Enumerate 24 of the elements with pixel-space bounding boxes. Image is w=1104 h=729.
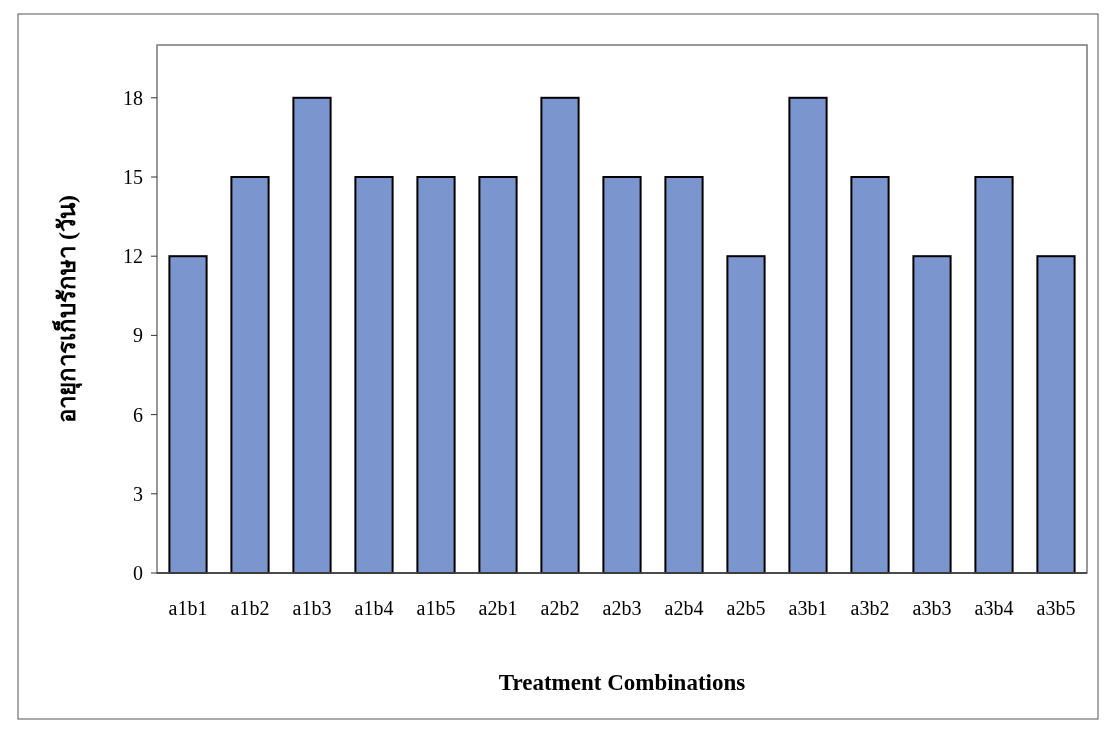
- x-tick-label: a3b4: [974, 597, 1014, 619]
- x-tick-label: a2b4: [664, 597, 704, 619]
- y-axis-title: อายุการเก็บรักษา (วัน): [52, 195, 83, 423]
- y-tick-label: 18: [123, 86, 143, 109]
- y-tick-label: 6: [133, 403, 143, 426]
- x-tick-label: a2b2: [540, 597, 580, 619]
- x-tick-label: a2b3: [602, 597, 642, 619]
- y-tick-label: 3: [133, 482, 143, 505]
- x-tick-label: a3b2: [850, 597, 890, 619]
- x-tick-label: a3b3: [912, 597, 952, 619]
- x-tick-label: a1b1: [168, 597, 208, 619]
- x-tick-label: a1b2: [230, 597, 270, 619]
- x-tick-label: a1b5: [416, 597, 456, 619]
- y-tick-label: 12: [123, 245, 143, 268]
- y-tick-label: 15: [123, 166, 143, 188]
- y-tick-label: 9: [133, 324, 143, 347]
- x-tick-label: a1b3: [292, 597, 332, 619]
- x-axis-title: Treatment Combinations: [498, 670, 746, 695]
- x-tick-label: a2b5: [726, 597, 766, 619]
- x-tick-label: a2b1: [478, 597, 518, 619]
- x-tick-label: a1b4: [354, 597, 394, 619]
- x-tick-label: a3b1: [788, 597, 828, 619]
- x-tick-label: a3b5: [1036, 597, 1076, 619]
- y-tick-label: 0: [133, 562, 143, 584]
